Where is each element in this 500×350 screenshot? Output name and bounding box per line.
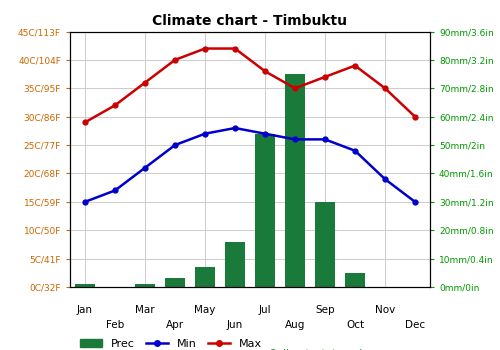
Text: Jun: Jun	[227, 320, 243, 330]
Bar	[345, 273, 365, 287]
Text: Oct: Oct	[346, 320, 364, 330]
Text: Mar: Mar	[135, 305, 155, 315]
Text: May: May	[194, 305, 216, 315]
Text: ©climatestotravel.com: ©climatestotravel.com	[268, 349, 389, 350]
Title: Climate chart - Timbuktu: Climate chart - Timbuktu	[152, 14, 348, 28]
Bar	[195, 267, 215, 287]
Text: Jul: Jul	[258, 305, 272, 315]
Bar	[165, 279, 185, 287]
Bar	[256, 134, 275, 287]
Text: Dec: Dec	[405, 320, 425, 330]
Text: Sep: Sep	[315, 305, 335, 315]
Bar	[135, 284, 155, 287]
Text: Nov: Nov	[375, 305, 395, 315]
Text: Apr: Apr	[166, 320, 184, 330]
Bar	[75, 284, 95, 287]
Bar	[285, 74, 305, 287]
Bar	[225, 241, 245, 287]
Text: Feb: Feb	[106, 320, 124, 330]
Legend: Prec, Min, Max: Prec, Min, Max	[76, 334, 267, 350]
Text: Jan: Jan	[77, 305, 93, 315]
Bar	[316, 202, 335, 287]
Text: Aug: Aug	[285, 320, 305, 330]
